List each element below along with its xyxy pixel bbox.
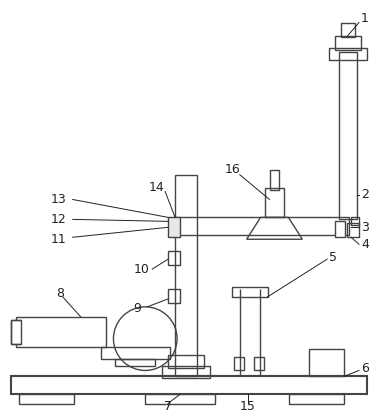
Bar <box>11 320 21 344</box>
Bar <box>168 251 180 265</box>
Text: 15: 15 <box>240 400 255 413</box>
Bar <box>339 52 357 220</box>
Bar <box>162 366 210 378</box>
Bar <box>347 223 359 237</box>
Bar <box>351 217 359 225</box>
Bar <box>175 175 197 376</box>
Bar <box>145 394 215 404</box>
Text: 3: 3 <box>361 221 369 234</box>
Bar <box>175 217 349 235</box>
Bar <box>168 354 204 369</box>
Bar <box>16 317 105 347</box>
Bar <box>341 22 355 37</box>
Text: 7: 7 <box>164 400 172 413</box>
Text: 14: 14 <box>148 181 164 194</box>
Bar <box>335 37 361 50</box>
Bar <box>329 49 367 60</box>
Text: 10: 10 <box>133 263 149 276</box>
Text: 11: 11 <box>51 233 67 246</box>
Text: 16: 16 <box>225 163 241 176</box>
Text: 2: 2 <box>361 188 369 201</box>
Bar <box>290 394 344 404</box>
Bar <box>335 221 345 237</box>
Text: 13: 13 <box>51 193 67 206</box>
Bar <box>116 359 155 366</box>
Text: 9: 9 <box>133 303 141 315</box>
Bar <box>265 188 284 217</box>
Text: 6: 6 <box>361 362 369 375</box>
Text: 1: 1 <box>361 12 369 25</box>
Bar <box>309 349 344 376</box>
Text: 12: 12 <box>51 213 67 226</box>
Bar <box>254 356 263 371</box>
Bar <box>168 289 180 303</box>
Text: 5: 5 <box>329 251 337 264</box>
Bar <box>19 394 74 404</box>
Bar <box>234 356 244 371</box>
Bar <box>168 217 180 237</box>
Text: 8: 8 <box>56 288 64 300</box>
Bar <box>100 347 170 359</box>
Bar <box>11 376 367 394</box>
Bar <box>269 170 279 190</box>
Bar <box>232 287 268 297</box>
Text: 4: 4 <box>361 238 369 251</box>
